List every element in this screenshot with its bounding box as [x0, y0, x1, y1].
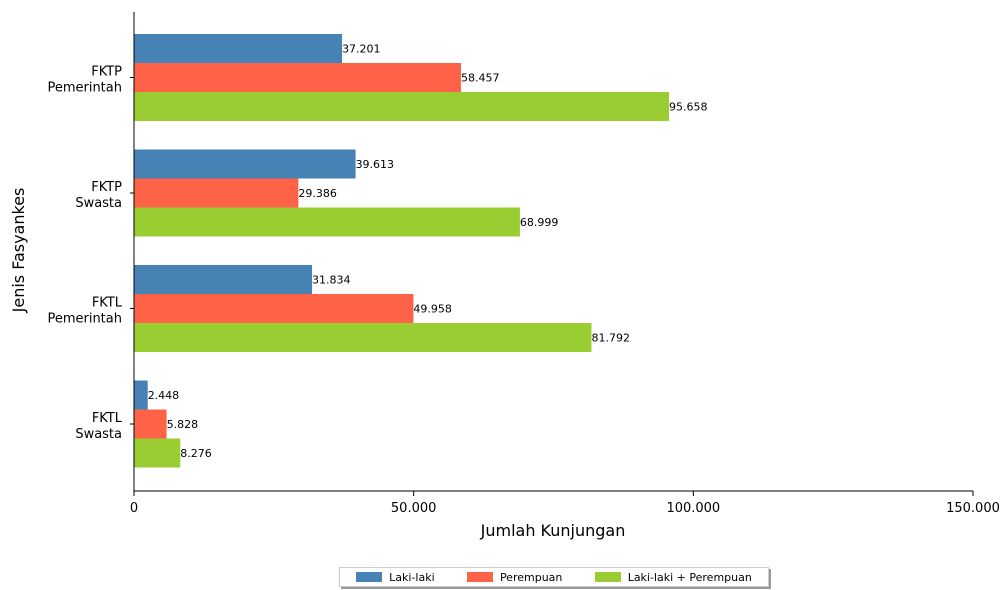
x-tick-label: 100.000: [666, 501, 720, 516]
bar-fktl-pemerintah-perempuan: [134, 294, 414, 323]
data-label-fktp-swasta-laki-laki: 39.613: [356, 158, 395, 171]
bars-layer: [134, 34, 670, 468]
bar-fktp-swasta-perempuan: [134, 178, 299, 208]
bar-fktp-swasta-laki-laki: [134, 149, 356, 179]
data-label-fktp-pemerintah-laki-laki: 37.201: [342, 43, 381, 56]
data-label-fktl-swasta-perempuan: 5.828: [167, 418, 199, 431]
x-axis-label: Jumlah Kunjungan: [480, 521, 626, 540]
bar-fktl-swasta-laki-laki-perempuan: [134, 438, 181, 468]
data-label-fktl-swasta-laki-laki-perempuan: 8.276: [180, 447, 212, 460]
legend-label-laki-laki: Laki-laki: [389, 570, 435, 584]
ticks-layer: FKTP Pemerintah FKTP Swasta FKTL Pemerintah FK…: [47, 65, 999, 517]
legend-label-perempuan: Perempuan: [499, 570, 563, 584]
bar-fktl-swasta-perempuan: [134, 409, 167, 439]
bar-fktp-pemerintah-laki-laki: [134, 34, 343, 63]
y-tick-label-fktl-swasta: FKTL Swasta: [75, 411, 122, 442]
bar-fktl-swasta-laki-laki: [134, 380, 148, 410]
bar-fktl-pemerintah-laki-laki-perempuan: [134, 323, 592, 352]
data-label-fktp-swasta-perempuan: 29.386: [298, 187, 337, 200]
legend-item-laki-laki: Laki-laki: [356, 571, 435, 584]
y-tick-label-fktp-pemerintah: FKTP Pemerintah: [47, 65, 122, 96]
legend-swatch-total: [594, 572, 621, 582]
y-axis-label: Jenis Fasyankes: [9, 188, 28, 314]
data-label-fktp-pemerintah-perempuan: 58.457: [461, 72, 500, 85]
x-tick-label: 150.000: [946, 501, 1000, 516]
data-label-fktp-pemerintah-laki-laki-perempuan: 95.658: [669, 101, 708, 114]
x-tick-label: 50.000: [391, 501, 437, 516]
bar-fktp-pemerintah-laki-laki-perempuan: [134, 92, 670, 121]
axes-layer: [133, 12, 973, 492]
legend-label-total: Laki-laki + Perempuan: [627, 570, 752, 584]
y-tick-label-fktl-pemerintah: FKTL Pemerintah: [47, 296, 122, 327]
data-label-fktl-pemerintah-perempuan: 49.958: [413, 303, 452, 316]
bar-fktp-pemerintah-perempuan: [134, 63, 461, 92]
data-label-fktl-pemerintah-laki-laki-perempuan: 81.792: [591, 332, 630, 345]
data-label-fktl-swasta-laki-laki: 2.448: [148, 389, 180, 402]
x-tick-label: 0: [130, 501, 138, 516]
legend: Laki-laki Perempuan Laki-laki + Perempua…: [339, 567, 769, 587]
legend-item-total: Laki-laki + Perempuan: [594, 570, 752, 584]
data-label-fktp-swasta-laki-laki-perempuan: 68.999: [520, 216, 559, 229]
data-labels-layer: 37.201 58.457 95.658 39.613 29.386 68.999 31.8…: [148, 43, 708, 461]
legend-swatch-laki-laki: [356, 572, 383, 582]
legend-item-perempuan: Perempuan: [466, 570, 563, 584]
bar-fktl-pemerintah-laki-laki: [134, 265, 313, 294]
legend-swatch-perempuan: [466, 572, 493, 582]
data-label-fktl-pemerintah-laki-laki: 31.834: [312, 274, 351, 287]
y-tick-label-fktp-swasta: FKTP Swasta: [75, 180, 122, 211]
bar-fktp-swasta-laki-laki-perempuan: [134, 207, 520, 237]
